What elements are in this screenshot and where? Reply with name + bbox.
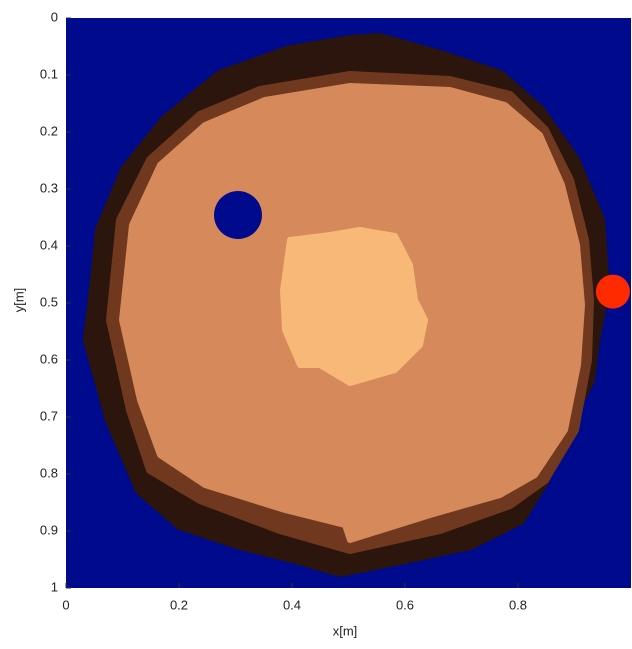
y-tick-label: 0.5 — [40, 294, 58, 309]
x-tick-label: 0.6 — [396, 597, 414, 612]
y-axis-label: y[m] — [11, 288, 26, 313]
log-section — [83, 33, 610, 577]
y-tick-label: 0.2 — [40, 123, 58, 138]
y-tick-label: 0.6 — [40, 351, 58, 366]
y-tick-label: 1 — [51, 579, 58, 594]
knot-hole — [214, 191, 262, 239]
y-tick-label: 0.3 — [40, 180, 58, 195]
x-axis-label: x[m] — [333, 623, 358, 638]
y-tick-label: 0.8 — [40, 465, 58, 480]
y-tick-label: 0.1 — [40, 66, 58, 81]
x-tick-label: 0 — [62, 597, 69, 612]
y-tick-label: 0.7 — [40, 408, 58, 423]
y-tick-label: 0 — [51, 9, 58, 24]
y-tick-label: 0.4 — [40, 237, 58, 252]
x-tick-label: 0.2 — [170, 597, 188, 612]
x-tick-label: 0.4 — [283, 597, 301, 612]
pith-region — [280, 227, 428, 386]
x-tick-label: 0.8 — [509, 597, 527, 612]
point — [595, 274, 630, 309]
y-tick-label: 0.9 — [40, 522, 58, 537]
